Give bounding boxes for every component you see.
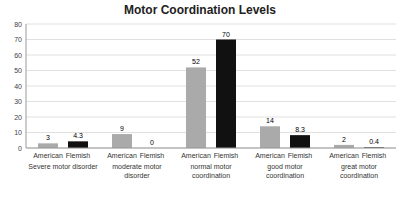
y-axis-line [26, 24, 27, 148]
series-label: Flemish [140, 152, 165, 159]
y-tick-label: 60 [14, 52, 22, 59]
y-tick-label: 0 [18, 145, 22, 152]
bar [68, 141, 88, 148]
data-label: 3 [46, 134, 50, 141]
category-label: moderate motordisorder [112, 163, 162, 179]
y-tick-label: 40 [14, 83, 22, 90]
grid-line [26, 101, 396, 102]
bars [38, 40, 384, 149]
chart-container: Motor Coordination Levels010203040506070… [0, 0, 400, 202]
series-label: American [33, 152, 63, 159]
data-label: 70 [222, 31, 230, 38]
data-label: 4.3 [73, 132, 83, 139]
y-tick-label: 70 [14, 36, 22, 43]
grid-line [26, 117, 396, 118]
series-label: American [329, 152, 359, 159]
data-label: 2 [342, 136, 346, 143]
bar [260, 126, 280, 148]
data-label: 0 [150, 139, 154, 146]
series-label: Flemish [362, 152, 387, 159]
y-tick-label: 30 [14, 98, 22, 105]
grid-line [26, 24, 396, 25]
y-tick-label: 10 [14, 129, 22, 136]
bar [112, 134, 132, 148]
grid-line [26, 148, 396, 149]
series-label: American [107, 152, 137, 159]
grid-line [26, 70, 396, 71]
bar [216, 40, 236, 149]
category-label: normal motorcoordination [190, 163, 232, 179]
data-label: 9 [120, 125, 124, 132]
grid [26, 24, 396, 148]
data-label: 52 [192, 58, 200, 65]
y-tick-label: 50 [14, 67, 22, 74]
x-axis-line [26, 148, 396, 149]
labels: 3 American 4.3 Flemish Severe motor disorder… [28, 31, 386, 180]
bar [290, 135, 310, 148]
grid-line [26, 86, 396, 87]
chart-svg: Motor Coordination Levels010203040506070… [0, 0, 400, 202]
series-label: Flemish [214, 152, 239, 159]
grid-line [26, 55, 396, 56]
y-tick-label: 20 [14, 114, 22, 121]
series-label: Flemish [66, 152, 91, 159]
grid-line [26, 39, 396, 40]
series-label: Flemish [288, 152, 313, 159]
data-label: 8.3 [295, 126, 305, 133]
data-label: 0.4 [369, 138, 379, 145]
bar [186, 67, 206, 148]
category-label: Severe motor disorder [28, 163, 98, 170]
bar [38, 143, 58, 148]
category-label: great motorcoordination [340, 163, 378, 179]
series-label: American [255, 152, 285, 159]
y-tick-label: 80 [14, 21, 22, 28]
chart-title: Motor Coordination Levels [124, 3, 276, 17]
data-label: 14 [266, 117, 274, 124]
series-label: American [181, 152, 211, 159]
category-label: good motorcoordination [266, 163, 304, 179]
